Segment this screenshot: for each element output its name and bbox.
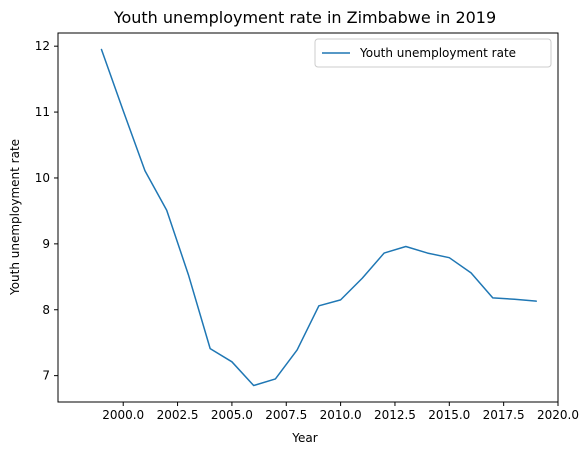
data-point	[514, 298, 516, 300]
legend-label: Youth unemployment rate	[359, 46, 516, 60]
data-point	[275, 378, 277, 380]
data-point	[231, 361, 233, 363]
x-tick-label: 2015.0	[428, 408, 470, 422]
data-point	[253, 385, 255, 387]
data-point	[188, 274, 190, 276]
x-tick-label: 2012.5	[374, 408, 416, 422]
data-point	[318, 305, 320, 307]
x-tick-label: 2002.5	[157, 408, 199, 422]
legend-box	[314, 38, 552, 68]
data-point	[209, 348, 211, 350]
legend: Youth unemployment rate	[314, 38, 552, 68]
plot-frame	[57, 32, 559, 403]
data-point	[470, 272, 472, 274]
data-point	[144, 170, 146, 172]
x-tick-label: 2020.0	[537, 408, 579, 422]
data-point	[296, 349, 298, 351]
y-tick-label: 8	[42, 303, 50, 317]
y-tick-label: 11	[35, 105, 50, 119]
y-tick-label: 12	[35, 39, 50, 53]
x-axis-label: Year	[291, 431, 317, 445]
data-point	[362, 277, 364, 279]
y-axis-ticks: 7 8 9 10 11 12	[35, 39, 58, 383]
x-tick-label: 2007.5	[265, 408, 307, 422]
y-axis-label: Youth unemployment rate	[8, 139, 22, 296]
data-point	[427, 252, 429, 254]
y-tick-label: 10	[35, 171, 50, 185]
x-axis-ticks: 2000.0 2002.5 2005.0 2007.5 2010.0 2012.5 2015…	[102, 402, 579, 422]
series-line-youth-unemployment-rate	[100, 48, 538, 387]
plot-area: 2000.0 2002.5 2005.0 2007.5 2010.0 2012.5 2015…	[35, 32, 579, 422]
data-point	[122, 110, 124, 112]
data-point	[535, 300, 537, 302]
x-tick-label: 2005.0	[211, 408, 253, 422]
data-point	[166, 209, 168, 211]
data-point	[383, 252, 385, 254]
data-point	[492, 297, 494, 299]
data-point	[449, 257, 451, 259]
data-point	[405, 246, 407, 248]
x-tick-label: 2000.0	[102, 408, 144, 422]
chart-title: Youth unemployment rate in Zimbabwe in 2…	[113, 8, 496, 27]
x-tick-label: 2017.5	[483, 408, 525, 422]
data-point	[101, 49, 103, 51]
x-tick-label: 2010.0	[320, 408, 362, 422]
y-tick-label: 9	[42, 237, 50, 251]
y-tick-label: 7	[42, 369, 50, 383]
series-layer	[100, 48, 538, 387]
data-point	[340, 299, 342, 301]
